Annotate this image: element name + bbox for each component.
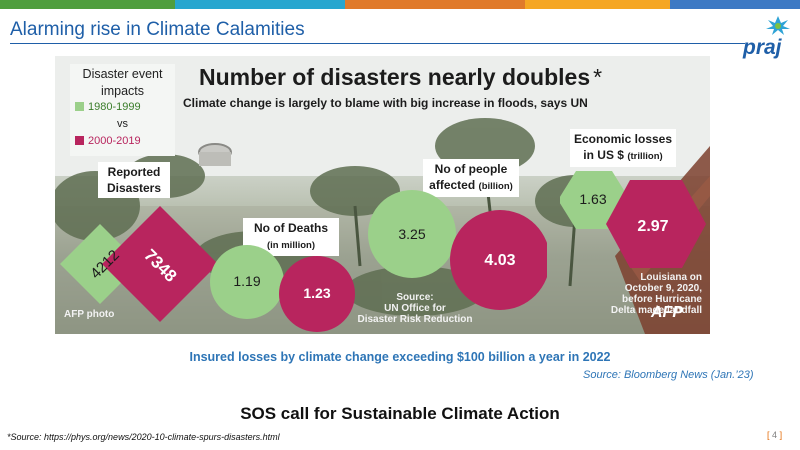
deaths-2000-value: 1.23 bbox=[303, 285, 331, 301]
affected-label-text: affected bbox=[429, 178, 476, 192]
infographic-title: Number of disasters nearly doubles * bbox=[199, 64, 602, 91]
caption-line1: Louisiana on bbox=[640, 272, 702, 283]
economic-2000-value: 2.97 bbox=[637, 218, 669, 235]
reported-label-line1: Reported bbox=[107, 165, 161, 179]
infographic-panel: Disaster event impacts 1980-1999 vs 2000… bbox=[55, 56, 710, 334]
bar-segment-blue bbox=[670, 0, 800, 9]
deaths-1980-value: 1.19 bbox=[233, 273, 261, 289]
reported-diamonds bbox=[60, 206, 218, 322]
economic-unit-text: (trillion) bbox=[627, 151, 663, 162]
affected-2000-value: 4.03 bbox=[484, 252, 516, 269]
reported-1980-diamond bbox=[60, 224, 140, 304]
deaths-2000-circle bbox=[279, 256, 355, 332]
legend-swatch-green bbox=[75, 102, 84, 111]
caption-line3: before Hurricane bbox=[621, 294, 702, 305]
economic-label-line2: in US $ (trillion) bbox=[570, 147, 676, 165]
afp-logo: AFP bbox=[651, 304, 683, 321]
bar-segment-green bbox=[0, 0, 175, 9]
deaths-circles bbox=[210, 245, 355, 332]
insured-losses-text: Insured losses by climate change exceedi… bbox=[189, 350, 611, 364]
affected-label-line1: No of people bbox=[434, 162, 508, 176]
reported-2000-diamond bbox=[102, 206, 218, 322]
photo-credit: AFP photo bbox=[64, 309, 115, 320]
legend-label-1980: 1980-1999 bbox=[88, 101, 141, 113]
praj-logo: praj bbox=[741, 14, 791, 59]
economic-label: Economic losses in US $ (trillion) bbox=[570, 129, 676, 167]
deaths-1980-circle bbox=[210, 245, 284, 319]
source-line3: Disaster Risk Reduction bbox=[357, 314, 473, 325]
economic-label-text: in US $ bbox=[583, 148, 624, 162]
deaths-label-title: No of Deaths bbox=[253, 221, 328, 235]
infographic-title-text: Number of disasters nearly doubles bbox=[199, 64, 591, 90]
title-underline bbox=[10, 43, 745, 44]
bloomberg-source: Source: Bloomberg News (Jan.’23) bbox=[583, 369, 754, 381]
affected-1980-value: 3.25 bbox=[398, 226, 426, 242]
legend-item-1980: 1980-1999 bbox=[75, 101, 141, 113]
economic-label-line1: Economic losses bbox=[573, 132, 673, 146]
caption-line2: October 9, 2020, bbox=[624, 283, 702, 294]
bar-segment-teal bbox=[175, 0, 345, 9]
reported-disasters-label: Reported Disasters bbox=[98, 162, 170, 198]
affected-1980-circle bbox=[368, 190, 456, 278]
logo-leaf-icon bbox=[766, 16, 790, 35]
sos-headline: SOS call for Sustainable Climate Action bbox=[240, 404, 560, 423]
footnote-source: *Source: https://phys.org/news/2020-10-c… bbox=[7, 432, 280, 442]
top-color-bar bbox=[0, 0, 800, 9]
infographic-source: Source: UN Office for Disaster Risk Redu… bbox=[345, 292, 485, 325]
deaths-label-unit: (in million) bbox=[243, 236, 339, 254]
caption-line4: Delta made landfall bbox=[610, 305, 702, 316]
source-line2: UN Office for bbox=[384, 303, 446, 314]
legend-title-line1: Disaster event bbox=[82, 67, 163, 81]
affected-circles bbox=[368, 190, 547, 310]
legend-swatch-magenta bbox=[75, 136, 84, 145]
photo-caption: Louisiana on October 9, 2020, before Hur… bbox=[592, 272, 702, 316]
affected-2000-circle bbox=[450, 210, 547, 310]
economic-hexagons bbox=[560, 171, 706, 268]
legend-item-2000: 2000-2019 bbox=[75, 135, 141, 147]
bar-segment-orange bbox=[345, 0, 525, 9]
economic-2000-hexagon bbox=[606, 180, 706, 268]
legend-vs: vs bbox=[117, 118, 128, 130]
page-number: [ 4 ] bbox=[767, 430, 783, 440]
deaths-unit-text: (in million) bbox=[266, 240, 316, 251]
legend-label-2000: 2000-2019 bbox=[88, 135, 141, 147]
legend-box: Disaster event impacts 1980-1999 vs 2000… bbox=[70, 64, 175, 156]
logo-wordmark: praj bbox=[743, 36, 782, 59]
bar-segment-yellow bbox=[525, 0, 670, 9]
page-number-value: 4 bbox=[772, 430, 778, 440]
infographic-subtitle: Climate change is largely to blame with … bbox=[183, 96, 588, 110]
slide-title: Alarming rise in Climate Calamities bbox=[10, 19, 305, 40]
source-line1: Source: bbox=[396, 292, 434, 303]
infographic-title-asterisk: * bbox=[593, 64, 603, 90]
legend-title-line2: impacts bbox=[100, 84, 145, 98]
affected-label: No of people affected (billion) bbox=[423, 159, 519, 197]
affected-unit-text: (billion) bbox=[478, 181, 513, 192]
affected-label-line2: affected (billion) bbox=[423, 177, 519, 195]
reported-label-line2: Disasters bbox=[106, 181, 162, 195]
economic-1980-value: 1.63 bbox=[579, 191, 607, 207]
